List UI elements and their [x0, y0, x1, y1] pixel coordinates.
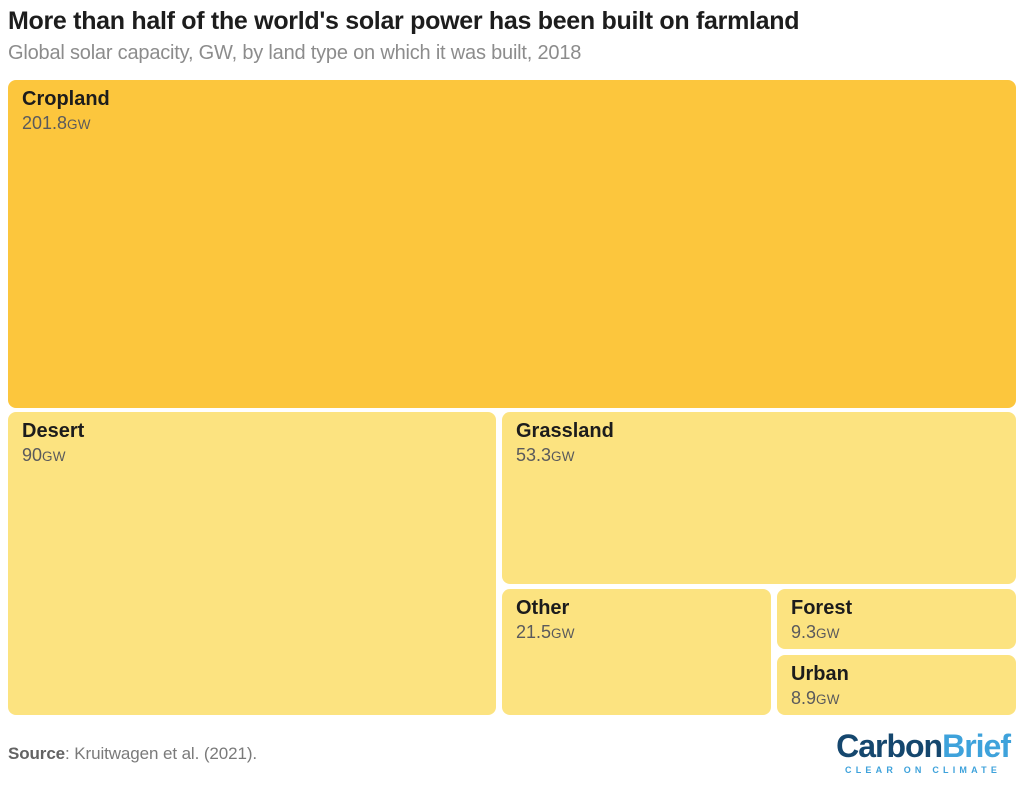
source-label: Source	[8, 744, 66, 763]
chart-subtitle: Global solar capacity, GW, by land type …	[8, 42, 582, 64]
cell-value-desert: 90GW	[22, 445, 66, 465]
cell-value-forest: 9.3GW	[791, 622, 840, 642]
cell-label-desert: Desert	[22, 420, 85, 442]
logo-tagline: CLEAR ON CLIMATE	[845, 765, 1002, 775]
carbonbrief-wordmark: CarbonBrief	[836, 728, 1011, 764]
treemap-cell-urban: Urban 8.9GW	[777, 655, 1016, 715]
cell-label-forest: Forest	[791, 597, 853, 619]
treemap-cell-forest: Forest 9.3GW	[777, 589, 1016, 649]
cell-label-urban: Urban	[791, 663, 849, 685]
source-text: : Kruitwagen et al. (2021).	[65, 744, 258, 763]
cell-unit-cropland: GW	[67, 117, 91, 132]
cell-value-urban: 8.9GW	[791, 688, 840, 708]
treemap-cell-grassland: Grassland 53.3GW	[502, 412, 1016, 584]
treemap-cell-desert: Desert 90GW	[8, 412, 496, 715]
cell-label-grassland: Grassland	[516, 420, 614, 442]
cell-label-cropland: Cropland	[22, 88, 110, 110]
carbonbrief-logo: CarbonBrief CLEAR ON CLIMATE	[836, 728, 1011, 775]
chart-title: More than half of the world's solar powe…	[8, 7, 800, 35]
treemap-cell-cropland: Cropland 201.8GW	[8, 80, 1016, 408]
cell-label-other: Other	[516, 597, 570, 619]
logo-brief-text: Brief	[942, 728, 1011, 764]
cell-unit-desert: GW	[42, 449, 66, 464]
treemap-cell-other: Other 21.5GW	[502, 589, 771, 715]
cell-unit-grassland: GW	[551, 449, 575, 464]
source-note: Source: Kruitwagen et al. (2021).	[8, 744, 257, 764]
treemap-chart: Cropland 201.8GW Desert 90GW Grassland 5…	[8, 80, 1016, 716]
cell-unit-forest: GW	[816, 626, 840, 641]
cell-value-grassland: 53.3GW	[516, 445, 575, 465]
cell-unit-urban: GW	[816, 692, 840, 707]
cell-value-other: 21.5GW	[516, 622, 575, 642]
logo-carbon-text: Carbon	[836, 728, 943, 764]
cell-value-cropland: 201.8GW	[22, 113, 91, 133]
cell-unit-other: GW	[551, 626, 575, 641]
